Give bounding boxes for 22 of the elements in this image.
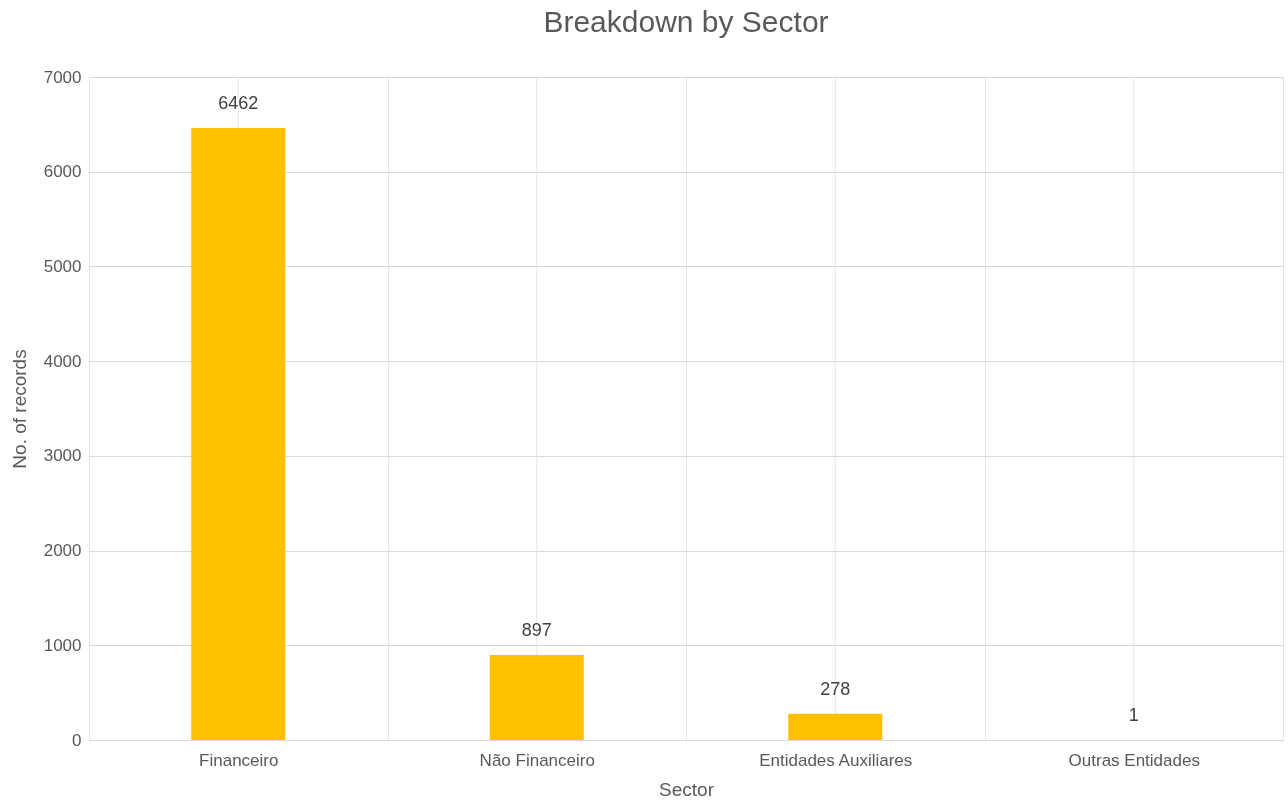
y-tick-label: 1000 [43, 635, 82, 655]
chart-title: Breakdown by Sector [543, 5, 829, 38]
y-tick-label: 4000 [43, 351, 82, 371]
y-axis-title: No. of records [8, 349, 30, 469]
x-axis-title: Sector [659, 778, 715, 800]
x-tick-label: Entidades Auxiliares [759, 750, 913, 770]
y-tick-label: 2000 [43, 541, 82, 561]
bar [191, 127, 286, 740]
data-label: 1 [1128, 704, 1139, 725]
y-tick-label: 3000 [43, 446, 82, 466]
bar [489, 655, 584, 740]
y-tick-label: 0 [72, 730, 82, 750]
bar [788, 713, 883, 740]
x-tick-label: Não Financeiro [479, 750, 595, 770]
y-tick-label: 6000 [43, 162, 82, 182]
x-tick-label: Outras Entidades [1068, 750, 1200, 770]
y-tick-label: 5000 [43, 256, 82, 276]
data-label: 278 [820, 678, 851, 699]
x-tick-label: Financeiro [199, 750, 279, 770]
y-tick-label: 7000 [43, 67, 82, 87]
data-label: 6462 [218, 92, 259, 113]
data-label: 897 [521, 620, 552, 641]
